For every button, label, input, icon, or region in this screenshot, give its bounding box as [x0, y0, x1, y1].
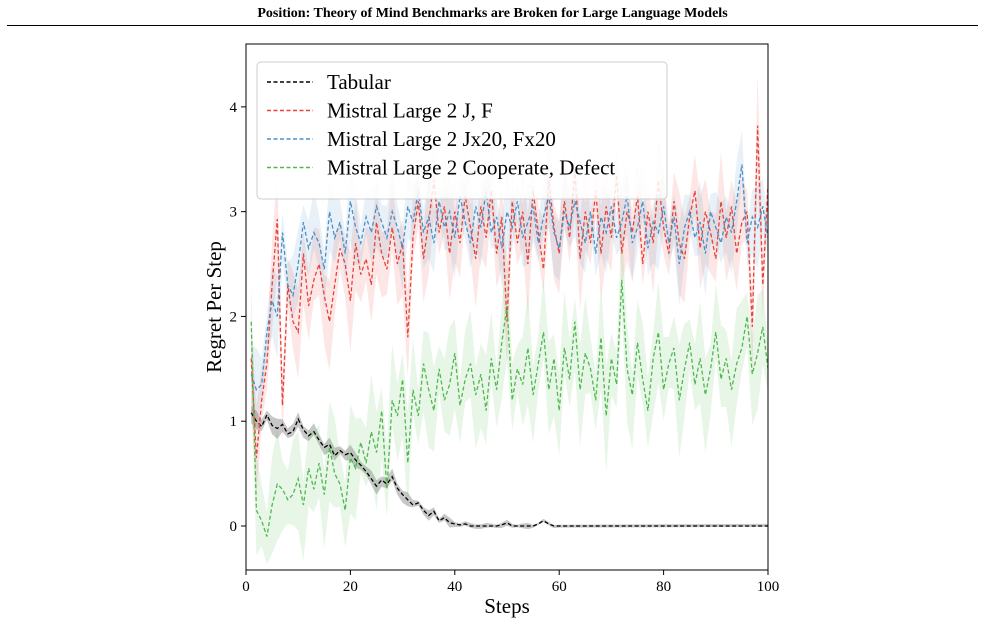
x-tick-label: 80 [656, 579, 671, 595]
band-mistral-large-2-cooperate-defect [251, 222, 768, 565]
x-tick-label: 60 [552, 579, 567, 595]
legend-label: Tabular [327, 70, 391, 94]
x-tick-label: 100 [757, 579, 780, 595]
legend-label: Mistral Large 2 Cooperate, Defect [327, 156, 615, 180]
line-mistral-large-2-cooperate-defect [250, 279, 768, 537]
y-tick-label: 0 [230, 519, 238, 535]
band-mistral-large-2-jx20-fx20 [251, 130, 768, 423]
y-tick-label: 1 [230, 414, 238, 430]
legend-label: Mistral Large 2 J, F [327, 99, 493, 123]
y-tick-label: 2 [230, 309, 238, 325]
legend: Tabular Mistral Large 2 J, F Mistral Large… [256, 61, 668, 200]
x-tick-label: 20 [343, 579, 358, 595]
header-rule [7, 25, 978, 26]
line-mistral-large-2-jx20-fx20 [250, 164, 768, 392]
y-axis-ticks: 0 1 2 3 4 [230, 100, 246, 535]
y-axis-label: Regret Per Step [202, 241, 226, 373]
x-axis-ticks: 0 20 40 60 80 100 [242, 570, 779, 595]
legend-label: Mistral Large 2 Jx20, Fx20 [327, 127, 556, 151]
x-tick-label: 40 [447, 579, 462, 595]
plot-frame [245, 43, 769, 571]
legend-frame [256, 61, 668, 200]
y-tick-label: 3 [230, 205, 238, 221]
x-tick-label: 0 [242, 579, 250, 595]
page-header: Position: Theory of Mind Benchmarks are … [257, 6, 728, 21]
line-tabular [250, 412, 768, 527]
x-axis-label: Steps [484, 594, 530, 618]
line-mistral-large-2-j-f [250, 125, 768, 458]
series-lines [250, 125, 768, 537]
y-tick-label: 4 [230, 100, 238, 116]
